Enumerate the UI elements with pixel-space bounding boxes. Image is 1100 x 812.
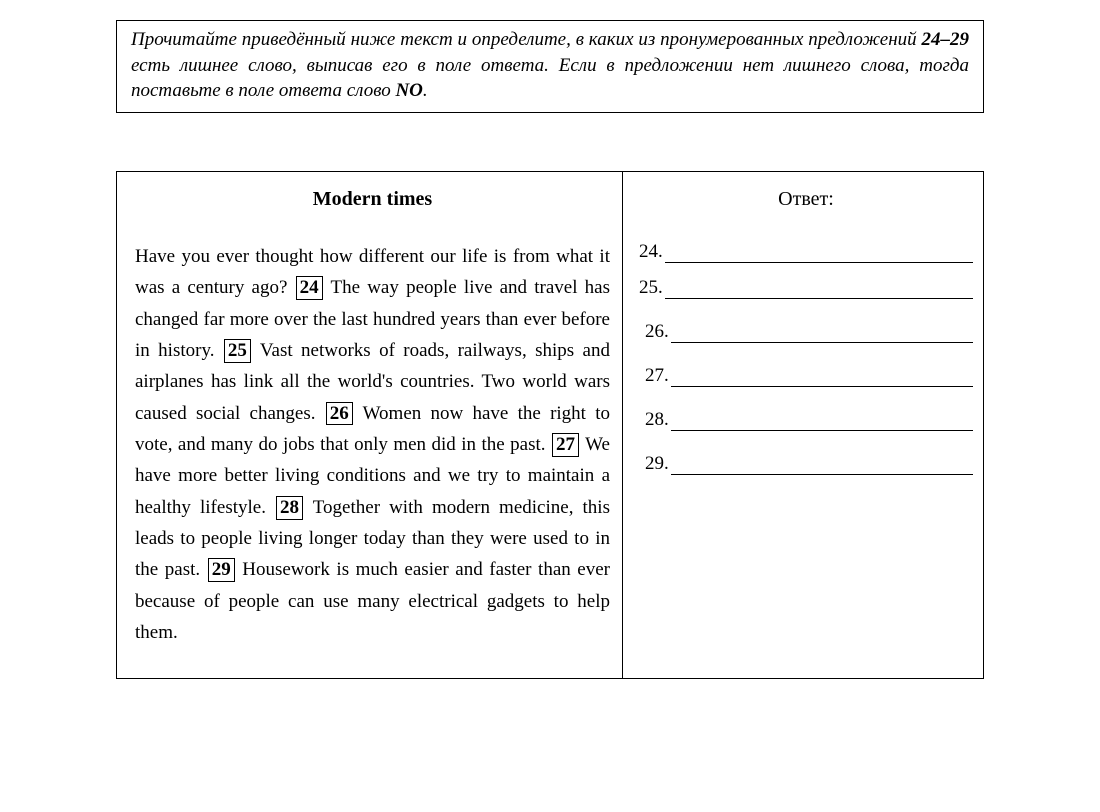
answer-group-a: 24. 25. (639, 241, 973, 299)
answer-line-27[interactable] (671, 366, 973, 387)
sentence-marker-27: 27 (552, 433, 579, 457)
answer-line-24[interactable] (665, 242, 973, 263)
answer-line-25[interactable] (665, 278, 973, 299)
sentence-marker-28: 28 (276, 496, 303, 520)
instruction-box: Прочитайте приведённый ниже текст и опре… (116, 20, 984, 113)
instruction-no-word: NO (395, 80, 422, 101)
answer-row-28[interactable]: 28. (639, 409, 973, 431)
instruction-text-1: Прочитайте приведённый ниже текст и опре… (131, 29, 922, 50)
answer-label-26: 26. (645, 321, 669, 343)
answer-label-28: 28. (645, 409, 669, 431)
answer-row-29[interactable]: 29. (639, 453, 973, 475)
answer-line-29[interactable] (671, 454, 973, 475)
answer-label-24: 24. (639, 241, 663, 263)
answer-label-29: 29. (645, 453, 669, 475)
sentence-marker-29: 29 (208, 558, 235, 582)
answer-row-27[interactable]: 27. (639, 365, 973, 387)
passage-body: Have you ever thought how different our … (135, 241, 610, 648)
answer-label-27: 27. (645, 365, 669, 387)
task-left-column: Modern times Have you ever thought how d… (117, 172, 623, 678)
answer-row-25[interactable]: 25. (639, 277, 973, 299)
answer-row-26[interactable]: 26. (639, 321, 973, 343)
task-right-column: Ответ: 24. 25. 26. 27. (623, 172, 983, 678)
sentence-marker-26: 26 (326, 402, 353, 426)
sentence-marker-25: 25 (224, 339, 251, 363)
answer-line-28[interactable] (671, 410, 973, 431)
answer-group-b: 26. 27. 28. 29. (639, 321, 973, 475)
instruction-text-2: есть лишнее слово, выписав его в поле от… (131, 55, 969, 102)
answer-label-25: 25. (639, 277, 663, 299)
sentence-marker-24: 24 (296, 276, 323, 300)
answer-line-26[interactable] (671, 322, 973, 343)
passage-title: Modern times (135, 188, 610, 211)
answer-row-24[interactable]: 24. (639, 241, 973, 263)
instruction-text-3: . (423, 80, 428, 101)
task-box: Modern times Have you ever thought how d… (116, 171, 984, 679)
instruction-range: 24–29 (922, 29, 970, 50)
answer-header: Ответ: (639, 188, 973, 211)
